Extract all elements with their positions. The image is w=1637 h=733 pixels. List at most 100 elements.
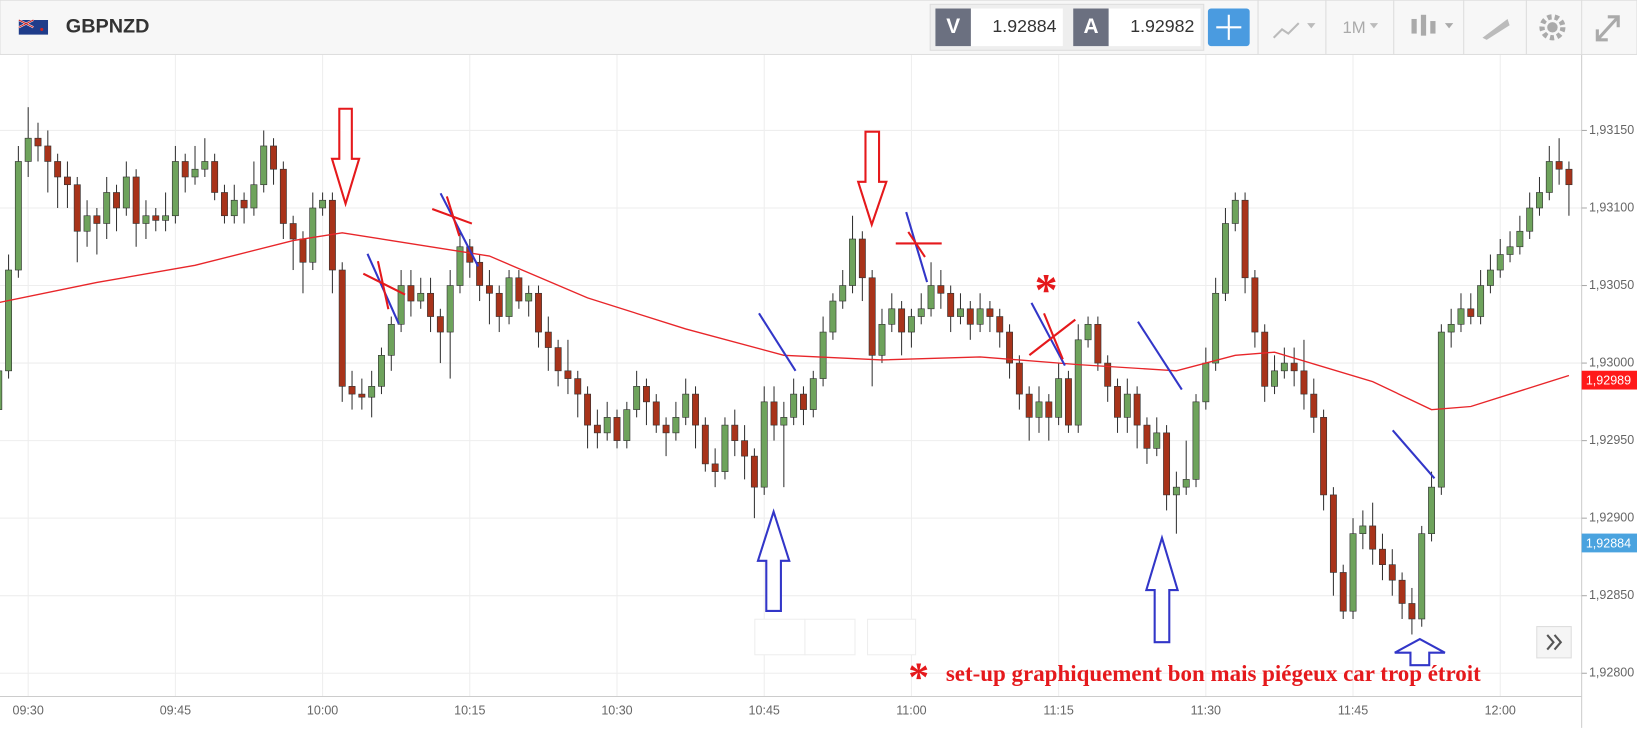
candle-body — [201, 161, 209, 170]
x-tick-label: 11:15 — [1043, 703, 1073, 717]
candle-body — [1428, 486, 1435, 534]
candle-body — [1143, 424, 1151, 449]
candle-body — [1192, 401, 1200, 480]
candle-body — [1172, 486, 1180, 496]
x-tick-label: 10:00 — [307, 703, 338, 717]
candle-body — [309, 207, 317, 263]
candle-body — [260, 145, 268, 186]
candle-body — [476, 261, 484, 286]
plot — [0, 107, 1573, 635]
candle-body — [1447, 323, 1455, 333]
candle-body — [986, 308, 994, 317]
price-tag-label: 1,92884 — [1586, 536, 1631, 550]
candle-body — [1359, 525, 1367, 534]
x-tick-label: 11:45 — [1338, 703, 1368, 717]
candle-body — [456, 246, 464, 286]
candle-body — [152, 215, 160, 221]
annotation: set-up graphiquement bon mais piégeux ca… — [946, 661, 1481, 686]
sell-price-box — [970, 8, 1063, 47]
indicator-icon[interactable] — [1411, 14, 1454, 36]
candle-body — [927, 285, 935, 310]
candle-body — [1251, 277, 1259, 333]
candle-body — [564, 370, 572, 379]
candle-body — [44, 145, 52, 162]
candle-body — [574, 378, 582, 395]
price-tag-label: 1,92989 — [1586, 373, 1631, 387]
draw-icon[interactable] — [1482, 18, 1510, 40]
candle-body — [996, 316, 1004, 333]
candle-body — [93, 215, 101, 224]
candle-body — [1329, 494, 1337, 573]
candle-body — [436, 316, 444, 333]
candle-body — [849, 238, 856, 286]
candle-body — [358, 393, 366, 398]
crosshair-icon — [1216, 14, 1242, 40]
candle-body — [505, 277, 513, 317]
candle-body — [1222, 223, 1229, 294]
zoom-controls[interactable] — [754, 618, 917, 656]
candle-body — [73, 184, 81, 232]
candle-body — [760, 401, 768, 488]
candle-body — [1545, 161, 1553, 193]
sell-button[interactable] — [935, 8, 971, 47]
candle-body — [701, 424, 709, 465]
candle-body — [446, 285, 454, 333]
price-tag — [1581, 370, 1637, 390]
x-tick-label: 11:00 — [896, 703, 926, 717]
candle-body — [839, 285, 847, 302]
x-tick-label: 10:15 — [454, 703, 485, 717]
sell-label: V — [946, 15, 960, 38]
buy-button[interactable] — [1073, 8, 1109, 47]
annotation-marker: * — [908, 654, 929, 700]
candle-body — [230, 199, 238, 217]
candle-body — [34, 137, 42, 147]
timeframe-caret — [1369, 23, 1379, 29]
timeframe[interactable]: 1M — [1342, 18, 1365, 37]
candle-body — [1300, 370, 1308, 395]
buy-arrow — [756, 508, 1446, 667]
candle-body — [829, 300, 837, 333]
candle-body — [387, 323, 395, 356]
candle-body — [1506, 246, 1514, 255]
candle-body — [584, 393, 592, 426]
candle-body — [132, 176, 140, 224]
sell-price: 1.92884 — [992, 16, 1056, 36]
candle-body — [554, 347, 562, 372]
candle-body — [770, 401, 778, 426]
candle-body — [1379, 548, 1386, 566]
price-tag — [1581, 533, 1637, 553]
settings-icon-center — [1547, 22, 1558, 33]
candle-body — [525, 292, 533, 302]
candle-body — [1526, 207, 1534, 232]
candle-body — [809, 378, 817, 410]
symbol[interactable]: GBPNZD — [66, 16, 150, 38]
candle-body — [613, 417, 621, 441]
candle-body — [1555, 161, 1563, 170]
settings-icon[interactable] — [1539, 14, 1566, 41]
x-tick-label: 09:30 — [13, 703, 44, 717]
candle-body — [1467, 308, 1475, 317]
candle-body — [1055, 378, 1063, 418]
annotation-marker: * — [1035, 264, 1058, 315]
candle-body — [1045, 401, 1053, 418]
y-tick-label: 1,93050 — [1589, 278, 1634, 292]
candle-body — [535, 292, 542, 333]
candle-body — [1280, 362, 1288, 372]
chart-type-icon[interactable] — [1272, 22, 1316, 39]
y-tick-label: 1,92950 — [1589, 433, 1634, 447]
candle-body — [907, 316, 915, 333]
candle-body — [171, 161, 179, 217]
fullscreen-icon[interactable] — [1595, 15, 1620, 42]
candle-body — [1025, 393, 1033, 418]
candle-body — [5, 269, 13, 372]
y-tick-label: 1,92900 — [1589, 510, 1634, 524]
candle-body — [162, 215, 170, 221]
candle-body — [1123, 393, 1131, 418]
candle-body — [1536, 192, 1543, 209]
candle-body — [652, 401, 660, 426]
candle-body — [63, 176, 71, 186]
candle-body — [1182, 479, 1190, 488]
candle-body — [270, 145, 277, 170]
